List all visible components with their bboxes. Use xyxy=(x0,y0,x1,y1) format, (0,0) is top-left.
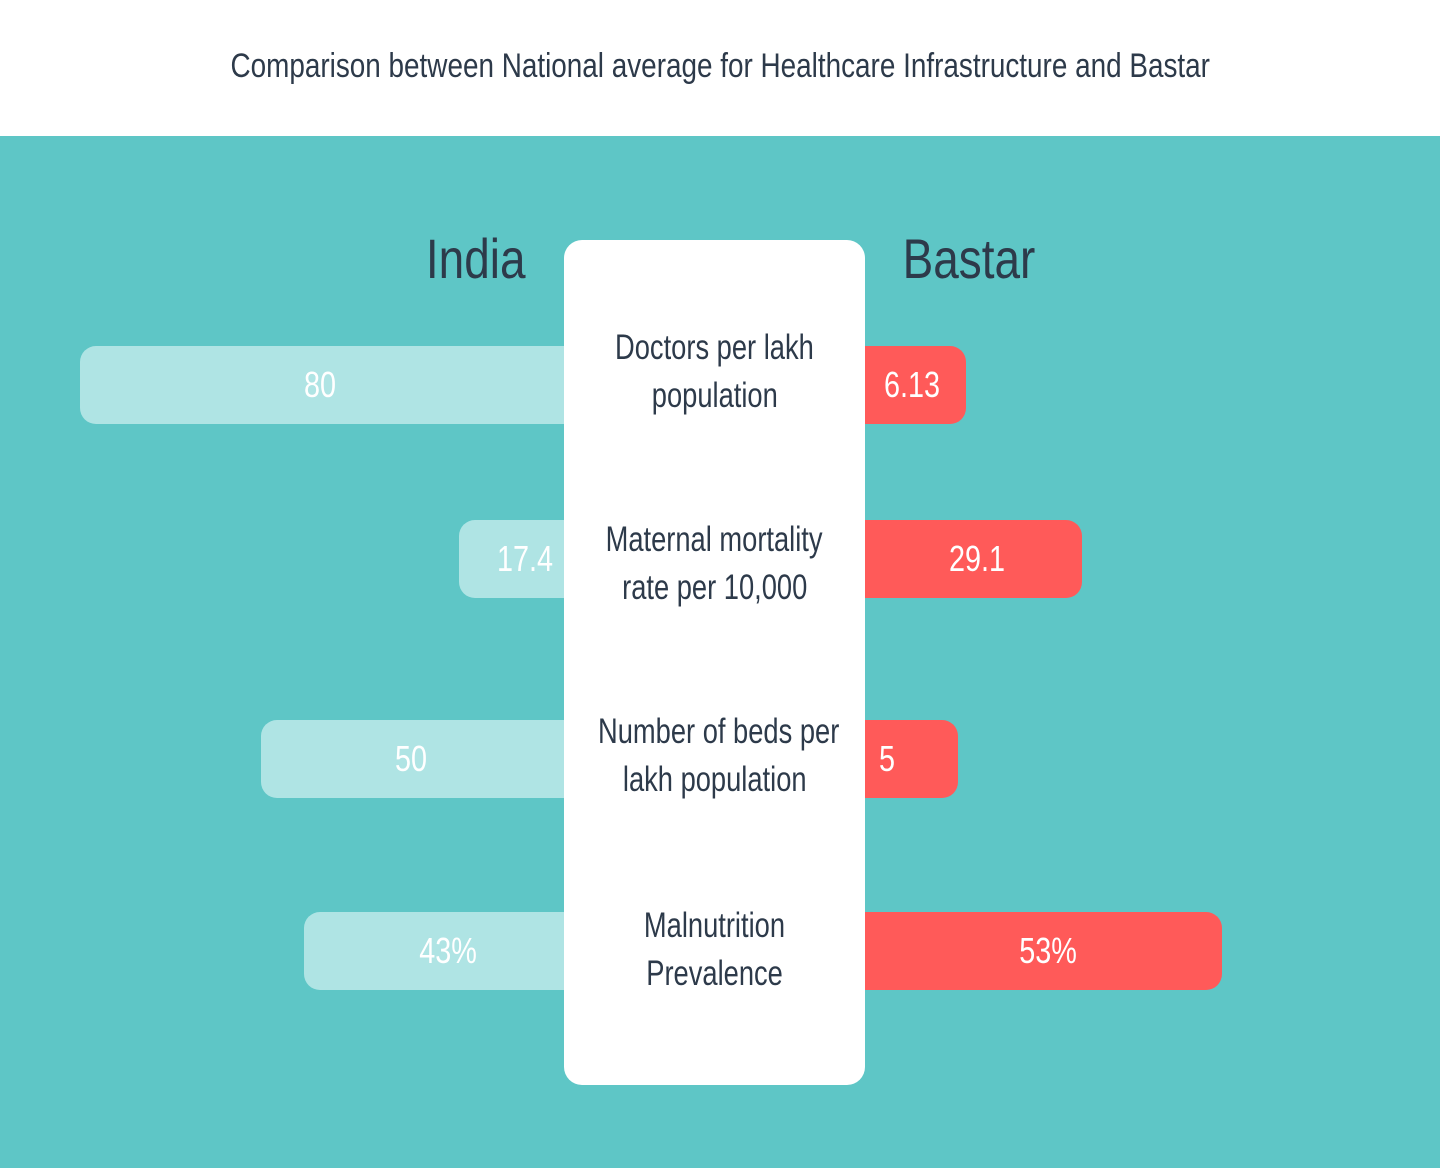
category-label-line: Malnutrition xyxy=(643,906,786,945)
category-label-line: Number of beds per xyxy=(598,712,840,751)
chart-header: Comparison between National average for … xyxy=(0,0,1440,136)
bastar-bar: 53% xyxy=(855,912,1222,990)
india-value-label: 43% xyxy=(419,930,477,971)
india-value-label: 50 xyxy=(395,738,428,779)
category-label-line: lakh population xyxy=(622,760,807,799)
bastar-bar: 6.13 xyxy=(855,346,966,424)
category-label-line: Doctors per lakh xyxy=(615,328,814,367)
category-label-line: Prevalence xyxy=(646,954,783,993)
category-label: Number of beds per lakh population xyxy=(564,708,865,804)
bastar-value-label: 53% xyxy=(1019,930,1077,971)
category-label: Doctors per lakh population xyxy=(564,324,865,420)
bastar-value-label: 5 xyxy=(879,738,896,779)
india-column-heading: India xyxy=(425,227,526,290)
india-bar: 50 xyxy=(261,720,574,798)
bastar-column-heading: Bastar xyxy=(902,227,1036,290)
category-label: Maternal mortality rate per 10,000 xyxy=(564,516,865,612)
category-label: Malnutrition Prevalence xyxy=(564,902,865,998)
chart-panel: India Bastar Doctors per lakh population M… xyxy=(0,136,1440,1168)
category-label-line: population xyxy=(651,376,778,415)
india-value-label: 80 xyxy=(304,364,337,405)
bastar-value-label: 29.1 xyxy=(949,538,1006,579)
metric-labels-card: Doctors per lakh population Maternal morta… xyxy=(564,240,865,1085)
bastar-bar: 29.1 xyxy=(855,520,1082,598)
india-value-label: 17.4 xyxy=(497,538,554,579)
category-label-line: Maternal mortality xyxy=(606,520,823,559)
category-label-line: rate per 10,000 xyxy=(621,568,808,607)
india-bar: 17.4 xyxy=(459,520,574,598)
india-bar: 43% xyxy=(304,912,574,990)
chart-title: Comparison between National average for … xyxy=(230,46,1210,85)
bastar-bar: 5 xyxy=(855,720,958,798)
india-bar: 80 xyxy=(80,346,574,424)
bastar-value-label: 6.13 xyxy=(884,364,941,405)
